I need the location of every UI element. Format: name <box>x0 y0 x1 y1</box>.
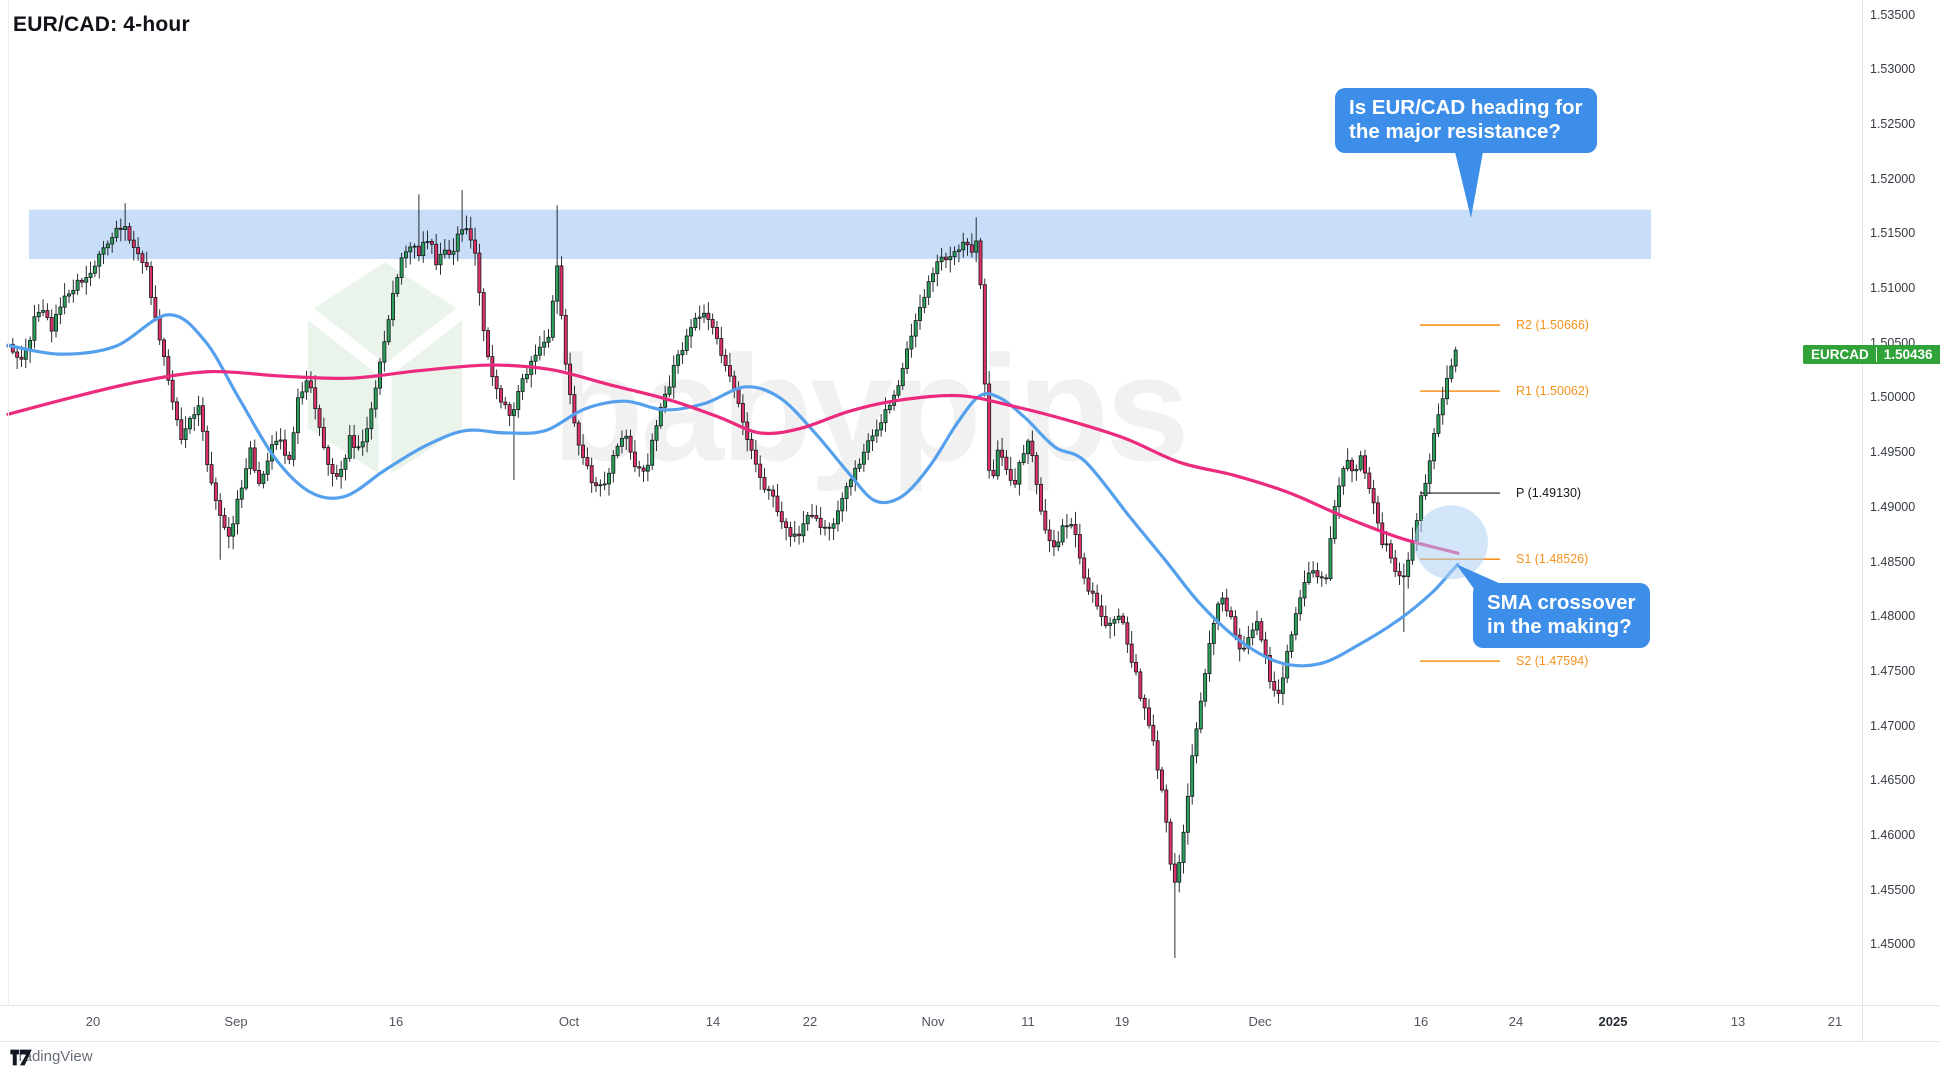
pivot-label-P: P (1.49130) <box>1516 485 1582 500</box>
price-axis-label: 1.45000 <box>1870 937 1916 952</box>
sma-callout-line2: in the making? <box>1487 614 1632 638</box>
sma-callout-line1: SMA crossover <box>1487 591 1636 614</box>
plot-left-border <box>8 0 9 1005</box>
time-axis-label: 2025 <box>1598 1014 1628 1029</box>
time-axis-label: 16 <box>1413 1014 1429 1029</box>
babypips-logo-icon: babypips <box>304 262 1189 492</box>
time-axis-label: Oct <box>558 1014 580 1029</box>
price-axis-label: 1.46000 <box>1870 828 1916 842</box>
price-axis-label: 1.50000 <box>1870 390 1916 405</box>
time-axis-label: Dec <box>1248 1014 1272 1029</box>
time-axis-bottom-border <box>0 1041 1940 1042</box>
resistance-callout-line1: Is EUR/CAD heading for <box>1349 96 1583 119</box>
candle-wicks <box>8 190 1457 959</box>
time-axis-label: 22 <box>802 1014 818 1029</box>
time-axis-label: 24 <box>1508 1014 1524 1029</box>
time-axis-label: 13 <box>1730 1014 1746 1029</box>
last-price-badge: EURCAD 1.50436 <box>1803 345 1940 364</box>
price-axis-label: 1.45500 <box>1870 882 1916 897</box>
tradingview-logo-icon <box>10 1049 32 1066</box>
resistance-callout-pointer <box>1455 152 1483 218</box>
price-axis-label: 1.53500 <box>1870 7 1916 22</box>
time-axis-label: Sep <box>224 1014 248 1029</box>
sma-slow-line <box>6 363 1460 555</box>
down-candles <box>10 226 1406 883</box>
time-axis-label: 19 <box>1114 1014 1130 1029</box>
time-axis-label: 20 <box>85 1014 101 1029</box>
resistance-zone <box>29 209 1651 259</box>
price-axis-label: 1.52500 <box>1870 116 1916 131</box>
sma-fast-line <box>6 313 1460 668</box>
price-axis-label: 1.48500 <box>1870 554 1916 569</box>
price-axis-label: 1.51000 <box>1870 281 1916 295</box>
price-axis-label: 1.49000 <box>1870 499 1916 514</box>
time-axis-label: 21 <box>1827 1014 1843 1029</box>
resistance-callout: Is EUR/CAD heading for the major resista… <box>1335 88 1597 153</box>
sma-callout: SMA crossover in the making? <box>1473 583 1650 648</box>
time-axis-label: 14 <box>705 1014 721 1029</box>
pivot-label-S1: S1 (1.48526) <box>1516 551 1589 566</box>
sma-crossover-highlight <box>1414 505 1488 580</box>
price-axis-label: 1.47000 <box>1870 718 1916 733</box>
pivot-label-R2: R2 (1.50666) <box>1516 317 1589 332</box>
price-axis-border <box>1862 0 1863 1041</box>
symbol-label: EURCAD <box>1803 347 1877 362</box>
price-axis-label: 1.49500 <box>1870 445 1916 460</box>
price-axis-label: 1.51500 <box>1870 226 1916 241</box>
resistance-callout-line2: the major resistance? <box>1349 119 1561 143</box>
price-axis-label: 1.48000 <box>1870 609 1916 624</box>
time-axis-label: Nov <box>921 1014 945 1029</box>
last-price-value: 1.50436 <box>1883 347 1933 362</box>
price-axis-label: 1.53000 <box>1870 62 1916 77</box>
tradingview-attribution[interactable]: TradingView <box>10 1048 93 1066</box>
pivot-label-R1: R1 (1.50062) <box>1516 383 1589 398</box>
tradingview-label: TradingView <box>10 1048 93 1065</box>
up-candles <box>6 226 1458 883</box>
time-axis-label: 11 <box>1021 1014 1035 1029</box>
time-axis-top-border <box>0 1005 1940 1006</box>
time-axis-label: 16 <box>388 1014 404 1029</box>
price-axis-label: 1.46500 <box>1870 773 1916 788</box>
pivot-label-S2: S2 (1.47594) <box>1516 653 1589 668</box>
price-axis-label: 1.52000 <box>1870 171 1916 186</box>
page-title: EUR/CAD: 4-hour <box>13 13 190 36</box>
price-axis-label: 1.47500 <box>1870 663 1916 678</box>
